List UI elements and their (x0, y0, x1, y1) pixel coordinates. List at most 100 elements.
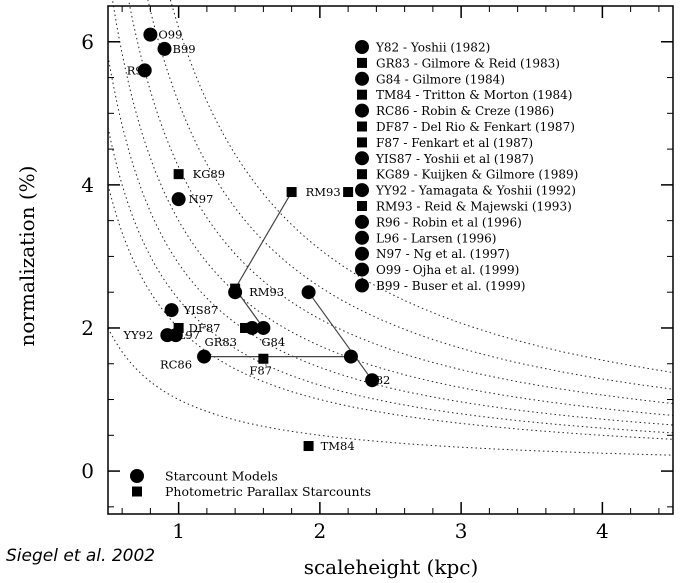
point-label: O99 (158, 28, 182, 42)
reference-curve (107, 127, 674, 434)
x-tick-label: 2 (314, 519, 327, 543)
key-entry: L96 - Larsen (1996) (376, 231, 497, 245)
reference-curve (169, 0, 674, 373)
reference-curve (107, 327, 674, 456)
figure-credit: Siegel et al. 2002 (6, 546, 156, 566)
model-point (197, 349, 212, 364)
point-label: RC86 (160, 358, 192, 372)
key-marker (355, 230, 369, 245)
parallax-point (303, 441, 314, 452)
key-entry: YIS87 - Yoshii et al (1987) (375, 152, 534, 166)
point-label: RM93 (306, 185, 341, 199)
legend-marker (132, 486, 142, 497)
key-marker (355, 40, 369, 54)
model-point (143, 27, 158, 42)
key-marker (357, 169, 367, 180)
model-point (343, 349, 358, 364)
point-label: Y82 (367, 373, 390, 387)
reference-curve (147, 0, 674, 390)
y-tick-label: 0 (81, 459, 94, 483)
point-label: TM84 (321, 439, 355, 453)
x-axis-label: scaleheight (kpc) (304, 555, 479, 579)
point-label: N97 (189, 192, 214, 206)
point-label: YIS87 (183, 303, 219, 317)
point-label: F87 (249, 364, 272, 378)
connection-line (234, 191, 293, 289)
key-entry: YY92 - Yamagata & Yoshii (1992) (375, 184, 576, 198)
key-marker (355, 151, 369, 166)
y-tick-label: 2 (81, 316, 94, 340)
legend-marker (130, 469, 144, 483)
model-point (256, 320, 271, 335)
x-tick-label: 4 (596, 519, 609, 543)
point-label: G84 (261, 335, 285, 349)
axis-ticks: 1 2 3 4 0 2 4 6 (81, 6, 673, 543)
model-point (171, 192, 186, 207)
parallax-point (240, 322, 251, 333)
model-point (157, 41, 172, 56)
y-axis-label: normalization (%) (15, 166, 39, 347)
reference-curve (112, 0, 674, 416)
y-tick-label: 4 (81, 173, 94, 197)
model-point (365, 373, 380, 388)
model-point (301, 285, 316, 300)
key-entry: TM84 - Tritton & Morton (1984) (376, 88, 572, 102)
model-point (137, 63, 152, 78)
key-entry: RM93 - Reid & Majewski (1993) (376, 200, 572, 214)
key-entry: R96 - Robin et al (1996) (376, 215, 522, 229)
parallax-point (173, 169, 184, 180)
key-entry: G84 - Gilmore (1984) (376, 72, 505, 86)
plot-frame (107, 5, 674, 515)
reference-curve (128, 0, 674, 404)
x-tick-label: 1 (172, 519, 185, 543)
model-point (228, 285, 243, 300)
model-point (168, 328, 183, 343)
key-entry: Y82 - Yoshii (1982) (375, 41, 490, 55)
reference-curves (107, 0, 674, 456)
parallax-point (286, 187, 297, 198)
point-label: R96 (127, 63, 150, 77)
key-marker (355, 214, 369, 229)
key-entry: N97 - Ng et al. (1997) (376, 247, 510, 261)
point-label: L97 (178, 328, 200, 342)
point-label: YY92 (122, 328, 153, 342)
point-label: KG89 (193, 167, 225, 181)
key-marker (357, 201, 367, 211)
key-entry: F87 - Fenkart et al (1987) (376, 136, 533, 150)
point-label: RM93 (249, 285, 284, 299)
key-marker (357, 89, 367, 100)
model-point (164, 303, 179, 318)
key-entry: KG89 - Kuijken & Gilmore (1989) (376, 168, 578, 182)
key-marker (357, 121, 367, 132)
connection-line (308, 291, 373, 381)
parallax-point (173, 322, 184, 333)
key-entry: B99 - Buser et al. (1999) (376, 279, 525, 293)
model-point (245, 320, 260, 335)
x-tick-label: 3 (455, 519, 468, 543)
parallax-point (258, 353, 269, 364)
legend-entry: Starcount Models (165, 469, 278, 484)
parallax-point (343, 187, 354, 198)
point-label: DF87 (189, 321, 221, 335)
key-marker (357, 137, 367, 148)
key-list: Y82 - Yoshii (1982)GR83 - Gilmore & Reid… (355, 40, 578, 293)
key-marker (355, 103, 369, 118)
legend-entry: Photometric Parallax Starcounts (165, 484, 371, 499)
point-label: B99 (173, 42, 196, 56)
key-marker (355, 278, 369, 293)
key-marker (355, 246, 369, 261)
key-marker (355, 183, 369, 198)
key-marker (355, 71, 369, 86)
y-tick-label: 6 (81, 30, 94, 54)
reference-curve (107, 56, 674, 426)
key-entry: O99 - Ojha et al. (1999) (376, 263, 519, 277)
key-marker (355, 262, 369, 277)
key-marker (357, 57, 367, 68)
key-entry: GR83 - Gilmore & Reid (1983) (376, 56, 560, 70)
key-entry: DF87 - Del Rio & Fenkart (1987) (376, 120, 575, 134)
key-entry: RC86 - Robin & Creze (1986) (376, 104, 554, 118)
point-label: GR83 (205, 335, 237, 349)
